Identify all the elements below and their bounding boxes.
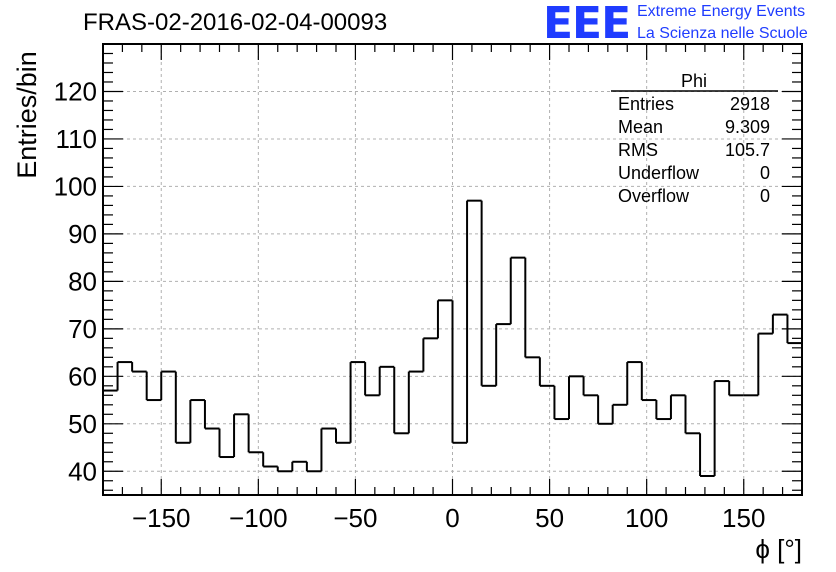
eee-logo: EEE: [543, 0, 631, 49]
stats-row-label: Overflow: [618, 186, 690, 206]
stats-row-value: 0: [760, 186, 770, 206]
x-tick-label: 0: [445, 503, 459, 533]
y-tick-label: 80: [68, 266, 97, 296]
logo-text-line1: Extreme Energy Events: [637, 3, 806, 20]
y-tick-label: 100: [54, 171, 97, 201]
axis-ticks: [102, 43, 803, 495]
stats-row-label: Mean: [618, 117, 663, 137]
x-tick-label: −50: [333, 503, 377, 533]
stats-row-value: 9.309: [725, 117, 770, 137]
x-tick-label: 150: [722, 503, 765, 533]
logo-text-line2: La Scienza nelle Scuole: [637, 25, 808, 42]
y-tick-label: 90: [68, 219, 97, 249]
y-axis-label: Entries/bin: [12, 51, 42, 179]
x-tick-label: −100: [229, 503, 288, 533]
y-tick-label: 60: [68, 361, 97, 391]
y-tick-label: 50: [68, 409, 97, 439]
y-tick-label: 120: [54, 76, 97, 106]
grid-lines: [103, 44, 802, 495]
x-tick-label: 100: [625, 503, 668, 533]
stats-row-label: Underflow: [618, 163, 700, 183]
stats-row-value: 0: [760, 163, 770, 183]
tick-labels: −150 −100 −50 0 50 100 150 40 50 60 70 80 90 100 110 12…: [54, 76, 766, 533]
x-tick-label: −150: [132, 503, 191, 533]
x-tick-label: 50: [535, 503, 564, 533]
stats-row-value: 105.7: [725, 140, 770, 160]
stats-row-value: 2918: [730, 94, 770, 114]
statistics-box: Phi Entries 2918 Mean 9.309 RMS 105.7 Underflo…: [611, 71, 778, 206]
page-title: FRAS-02-2016-02-04-00093: [83, 9, 388, 36]
x-axis-label: ϕ [°]: [755, 534, 802, 564]
histogram-bars: [103, 199, 802, 478]
y-tick-label: 70: [68, 314, 97, 344]
y-tick-label: 40: [68, 456, 97, 486]
stats-row-label: Entries: [618, 94, 674, 114]
stats-box-title: Phi: [681, 71, 707, 91]
y-tick-label: 110: [56, 124, 97, 154]
stats-row-label: RMS: [618, 140, 658, 160]
